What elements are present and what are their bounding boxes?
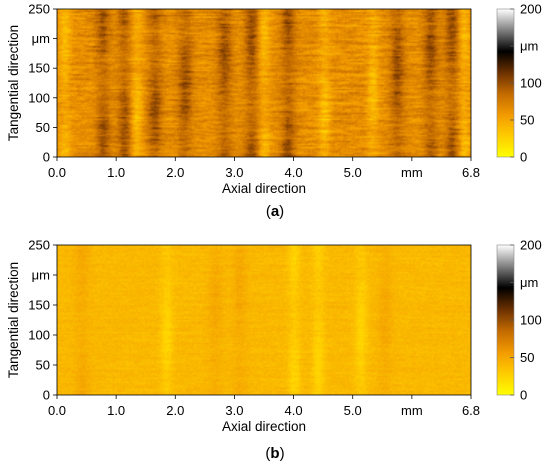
x-tick-label: mm bbox=[401, 403, 423, 418]
colorbar-tick-label: 200 bbox=[520, 2, 542, 17]
x-axis-label: Axial direction bbox=[222, 181, 306, 196]
x-tick-label: 0.0 bbox=[48, 165, 66, 180]
x-tick-label: 5.0 bbox=[344, 165, 362, 180]
x-tick-label: 6.8 bbox=[462, 165, 480, 180]
y-tick-label: μm bbox=[32, 268, 50, 283]
plot-frame-a bbox=[56, 8, 472, 158]
y-tick-label: 150 bbox=[28, 298, 50, 313]
x-tick-label: 4.0 bbox=[285, 403, 303, 418]
y-tick-label: 100 bbox=[28, 90, 50, 105]
colorbar-tick-label: 100 bbox=[520, 76, 542, 91]
panel-caption-a: (a) bbox=[266, 203, 284, 220]
colorbar-tick-label: 200 bbox=[520, 238, 542, 253]
x-tick-label: 2.0 bbox=[166, 403, 184, 418]
colorbar-tick-label: 100 bbox=[520, 313, 542, 328]
x-tick-label: 3.0 bbox=[225, 403, 243, 418]
heatmap-surface-a bbox=[57, 9, 471, 157]
y-tick-label: 0 bbox=[43, 150, 50, 165]
panels-layer: 0 50 100 150 μm 250 0.0 1.0 2.0 3.0 4.0 5.0 mm 6.8 Axi… bbox=[6, 2, 542, 463]
x-tick-label: mm bbox=[401, 165, 423, 180]
x-tick-label: 6.8 bbox=[462, 403, 480, 418]
colorbar-tick-label: μm bbox=[520, 275, 538, 290]
y-axis-label: Tangential direction bbox=[6, 262, 21, 378]
colorbar-tick-label: 0 bbox=[520, 150, 527, 165]
colorbar-tick-label: μm bbox=[520, 39, 538, 54]
x-axis-label: Axial direction bbox=[222, 419, 306, 434]
plot-frame-b bbox=[56, 244, 472, 396]
y-tick-label: 250 bbox=[28, 2, 50, 17]
x-tick-label: 1.0 bbox=[107, 403, 125, 418]
x-tick-label: 4.0 bbox=[285, 165, 303, 180]
x-tick-label: 2.0 bbox=[166, 165, 184, 180]
y-tick-label: 0 bbox=[43, 388, 50, 403]
y-tick-label: 50 bbox=[36, 120, 50, 135]
colorbar-tick-label: 50 bbox=[520, 113, 534, 128]
y-axis-label: Tangential direction bbox=[6, 25, 21, 141]
colorbar-tick-label: 50 bbox=[520, 350, 534, 365]
x-tick-label: 1.0 bbox=[107, 165, 125, 180]
y-tick-label: 250 bbox=[28, 238, 50, 253]
panel-caption-b: (b) bbox=[265, 445, 284, 462]
x-tick-label: 5.0 bbox=[344, 403, 362, 418]
x-tick-label: 3.0 bbox=[225, 165, 243, 180]
y-tick-label: μm bbox=[32, 31, 50, 46]
y-tick-label: 50 bbox=[36, 358, 50, 373]
chart-panel-b: 0 50 100 150 μm 250 0.0 1.0 2.0 3.0 4.0 5.0 mm 6.8 Axi… bbox=[6, 238, 542, 463]
heatmap-surface-b bbox=[57, 245, 471, 395]
colorbar-tick-label: 0 bbox=[520, 388, 527, 403]
y-tick-label: 100 bbox=[28, 328, 50, 343]
chart-panel-a: 0 50 100 150 μm 250 0.0 1.0 2.0 3.0 4.0 5.0 mm 6.8 Axi… bbox=[6, 2, 542, 221]
x-tick-label: 0.0 bbox=[48, 403, 66, 418]
y-tick-label: 150 bbox=[28, 61, 50, 76]
